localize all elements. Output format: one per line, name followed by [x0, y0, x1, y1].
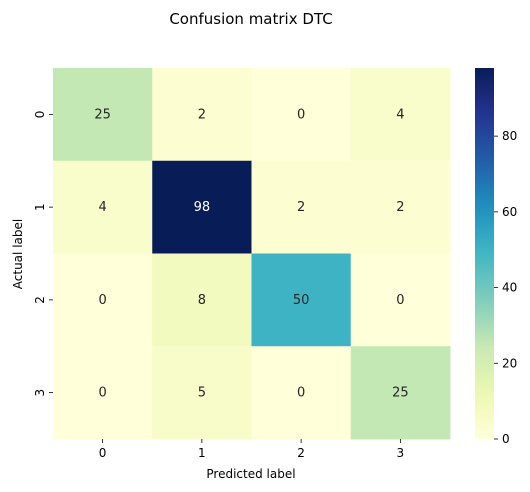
heatmap-cell	[350, 160, 451, 254]
colorbar: 0 20 40 60 80	[475, 68, 517, 446]
heatmap-cell	[152, 253, 252, 347]
cell-value-label: 5	[198, 386, 206, 401]
chart-title: Confusion matrix DTC	[169, 10, 332, 28]
y-tick-label: 3	[33, 389, 47, 397]
cell-value-label: 8	[198, 293, 206, 308]
cell-value-label: 0	[98, 293, 106, 308]
cell-value-label: 50	[293, 293, 310, 308]
y-axis-label: Actual label	[11, 219, 25, 289]
y-tick-label: 0	[33, 111, 47, 119]
x-tick-label: 2	[297, 446, 305, 460]
heatmap-cell	[53, 346, 153, 440]
colorbar-gradient	[475, 68, 494, 439]
heatmap-cell	[251, 346, 352, 440]
heatmap-cell	[251, 253, 352, 347]
cell-value-label: 2	[198, 107, 206, 122]
heatmap-cell	[251, 68, 352, 162]
cell-value-label: 0	[297, 386, 305, 401]
heatmap-cell	[152, 68, 252, 162]
heatmap-cells: 25 2 0 44 98 2 20 8 50 00 5 0 25	[53, 68, 451, 440]
heatmap-cell	[152, 160, 252, 254]
colorbar-tick-label: 40	[502, 281, 517, 295]
cell-value-label: 0	[98, 386, 106, 401]
cell-value-label: 25	[94, 107, 111, 122]
heatmap-cell	[350, 346, 451, 440]
heatmap-cell	[251, 160, 352, 254]
x-tick-label: 3	[397, 446, 405, 460]
cell-value-label: 2	[396, 200, 404, 215]
x-tick-label: 0	[99, 446, 107, 460]
heatmap-cell	[53, 68, 153, 162]
cell-value-label: 2	[297, 200, 305, 215]
y-axis-ticks: 0 1 2 3	[33, 111, 53, 397]
heatmap-cell	[53, 160, 153, 254]
cell-value-label: 25	[392, 386, 409, 401]
y-tick-label: 1	[33, 203, 47, 211]
cell-value-label: 0	[396, 293, 404, 308]
colorbar-tick-label: 0	[502, 432, 510, 446]
colorbar-tick-label: 20	[502, 356, 517, 370]
cell-value-label: 0	[297, 107, 305, 122]
heatmap-cell	[53, 253, 153, 347]
x-tick-label: 1	[198, 446, 206, 460]
colorbar-tick-label: 80	[502, 129, 517, 143]
heatmap-cell	[350, 253, 451, 347]
cell-value-label: 98	[194, 200, 211, 215]
colorbar-tick-label: 60	[502, 205, 517, 219]
cell-value-label: 4	[396, 107, 404, 122]
x-axis-label: Predicted label	[206, 467, 295, 481]
heatmap-cell	[350, 68, 451, 162]
x-axis-ticks: 0 1 2 3	[99, 439, 404, 460]
y-tick-label: 2	[33, 296, 47, 304]
cell-value-label: 4	[98, 200, 106, 215]
heatmap-cell	[152, 346, 252, 440]
